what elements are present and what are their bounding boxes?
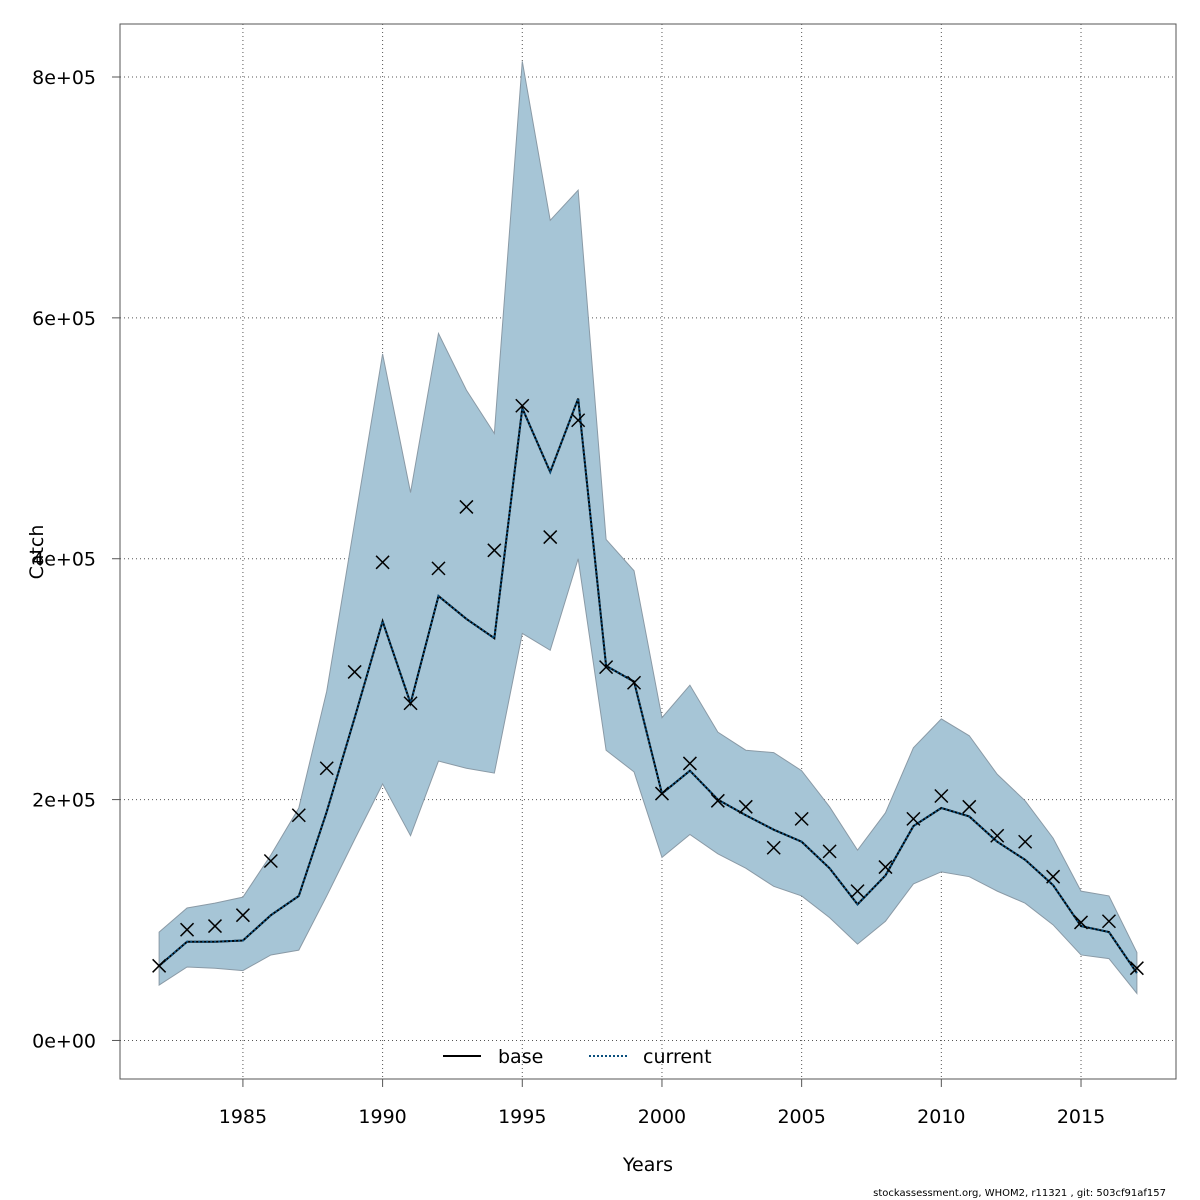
y-tick-label: 6e+05 xyxy=(32,308,96,330)
observed-point xyxy=(319,761,334,776)
observed-point xyxy=(1073,915,1089,930)
y-tick-label: 2e+05 xyxy=(32,790,96,812)
observed-point xyxy=(543,530,558,545)
observed-point xyxy=(180,922,195,937)
x-tick-label: 2010 xyxy=(917,1106,965,1128)
observed-point xyxy=(1129,961,1144,976)
x-tick-label: 1985 xyxy=(219,1106,267,1128)
legend-current-label: current xyxy=(643,1046,712,1068)
observed-point xyxy=(654,786,669,801)
observed-point xyxy=(1101,914,1116,929)
observed-point xyxy=(431,561,446,576)
observed-point xyxy=(515,398,530,413)
observed-point xyxy=(459,499,474,514)
observed-point xyxy=(822,844,837,859)
observed-point xyxy=(571,413,586,428)
observed-point xyxy=(403,696,418,711)
observed-point xyxy=(627,675,642,690)
observed-point xyxy=(599,660,614,675)
observed-point xyxy=(934,788,949,804)
observed-point xyxy=(1018,834,1033,849)
footer-credit: stockassessment.org, WHOM2, r11321 , git… xyxy=(873,1188,1166,1199)
observed-point xyxy=(263,853,278,869)
observed-point xyxy=(207,919,223,934)
observed-point xyxy=(487,543,502,558)
y-tick-label: 8e+05 xyxy=(32,67,96,89)
observed-point xyxy=(710,793,725,808)
observed-point xyxy=(682,756,697,771)
observed-point xyxy=(906,811,921,826)
y-axis: 0e+00 2e+05 4e+05 6e+05 8e+05 xyxy=(32,67,120,1052)
observed-point xyxy=(1046,869,1061,884)
observed-point xyxy=(962,799,977,814)
x-tick-label: 1990 xyxy=(358,1106,406,1128)
y-axis-title: Catch xyxy=(26,525,48,580)
x-axis-title: Years xyxy=(622,1154,673,1176)
series-line-current xyxy=(158,398,1138,974)
observed-point xyxy=(990,828,1005,843)
observed-point xyxy=(738,799,753,814)
x-axis: 1985 1990 1995 2000 2005 2010 2015 xyxy=(219,1079,1105,1128)
legend: base current xyxy=(443,1046,712,1068)
observed-points-layer xyxy=(152,398,1144,976)
observed-point xyxy=(291,808,306,823)
observed-point xyxy=(152,958,167,973)
y-tick-label: 4e+05 xyxy=(32,549,96,571)
series-line-layer xyxy=(158,398,1138,974)
x-tick-label: 2015 xyxy=(1057,1106,1105,1128)
observed-point xyxy=(347,664,362,679)
observed-point xyxy=(235,908,250,923)
x-tick-label: 2005 xyxy=(777,1106,825,1128)
observed-point xyxy=(794,811,809,826)
confidence-band-layer xyxy=(158,61,1138,995)
plot-frame xyxy=(119,23,1177,1080)
confidence-band xyxy=(158,61,1138,995)
x-tick-label: 1995 xyxy=(498,1106,546,1128)
legend-base-label: base xyxy=(498,1046,543,1068)
observed-point xyxy=(878,860,893,875)
y-tick-label: 0e+00 xyxy=(32,1030,96,1052)
observed-point xyxy=(375,555,390,570)
x-tick-label: 2000 xyxy=(638,1106,686,1128)
observed-point xyxy=(766,840,781,855)
observed-point xyxy=(850,884,865,899)
